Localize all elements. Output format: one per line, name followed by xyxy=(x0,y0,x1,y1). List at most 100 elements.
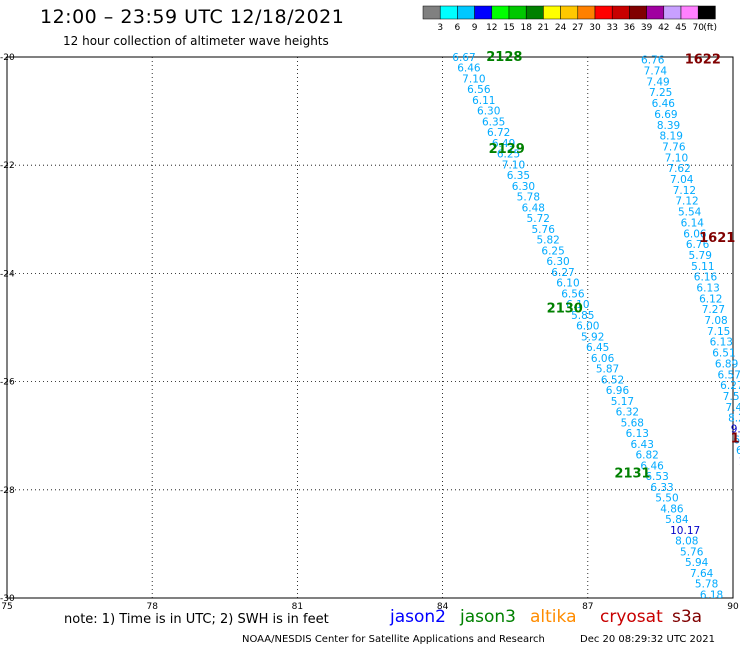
colorbar-swatch xyxy=(697,5,716,20)
x-tick-label: 81 xyxy=(292,602,303,610)
wave-height-value: 6.14 xyxy=(681,217,705,229)
wave-height-value: 7.44 xyxy=(725,402,740,414)
wave-height-chart: 75 78 81 84 87 90-20-22-24-26-28-306.676.467.… xyxy=(0,50,740,610)
wave-height-value: 6.10 xyxy=(556,278,579,290)
pass-id-label: 2128 xyxy=(486,50,522,65)
legend-jason2: jason2 xyxy=(390,607,446,627)
x-tick-label: 90 xyxy=(727,602,739,610)
wave-height-value: 6.00 xyxy=(576,321,599,333)
y-tick-label: -30 xyxy=(0,594,15,604)
pass-id-label: 2129 xyxy=(489,142,525,157)
wave-height-value: 6.33 xyxy=(650,482,673,494)
wave-height-value: 5.78 xyxy=(695,579,718,591)
colorbar-label: 18 xyxy=(520,23,532,33)
wave-height-value: 5.78 xyxy=(517,192,540,204)
legend-jason3: jason3 xyxy=(460,607,516,627)
wave-height-value: 6.13 xyxy=(696,282,719,294)
wave-height-value: 6.48 xyxy=(522,202,545,214)
wave-height-value: 6.72 xyxy=(487,127,510,139)
wave-height-value: 6.16 xyxy=(694,272,718,284)
wave-height-value: 6.82 xyxy=(635,450,658,462)
wave-height-value: 5.50 xyxy=(655,493,678,505)
wave-height-value: 6.46 xyxy=(640,460,664,472)
wave-height-value: 7.62 xyxy=(667,163,690,175)
wave-height-value: 7.76 xyxy=(662,141,686,153)
wave-height-value: 6.35 xyxy=(482,116,505,128)
pass-id-label: 2131 xyxy=(614,467,650,482)
colorbar-label: 9 xyxy=(472,23,478,33)
legend-altika: altika xyxy=(530,607,577,627)
wave-height-value: 6.06 xyxy=(683,228,707,240)
colorbar-label: 15 xyxy=(503,23,514,33)
colorbar-label: 70 xyxy=(692,23,704,33)
wave-height-value: 6.46 xyxy=(652,98,676,110)
y-tick-label: -20 xyxy=(0,53,15,63)
wave-height-value: 6.49 xyxy=(492,138,515,150)
wave-height-value: 7.04 xyxy=(670,174,694,186)
credit-line: NOAA/NESDIS Center for Satellite Applica… xyxy=(242,634,545,645)
wave-height-value: 7.64 xyxy=(690,568,714,580)
wave-height-value: 6.10 xyxy=(566,299,589,311)
wave-height-value: 6.45 xyxy=(586,342,609,354)
x-tick-label: 87 xyxy=(582,602,593,610)
wave-height-value: 6.25 xyxy=(497,149,520,161)
colorbar-label: 42 xyxy=(658,23,669,33)
y-tick-label: -28 xyxy=(0,486,15,496)
wave-height-value: 7.52 xyxy=(723,391,740,403)
wave-height-value: 7.12 xyxy=(675,196,698,208)
wave-height-value: 5.82 xyxy=(536,235,559,247)
wave-height-value: 7.10 xyxy=(665,152,688,164)
wave-height-value: 6.69 xyxy=(654,109,677,121)
wave-height-value: 8.39 xyxy=(657,120,680,132)
wave-height-value: 6.32 xyxy=(616,407,639,419)
x-tick-label: 84 xyxy=(437,602,449,610)
pass-id-label: 1 xyxy=(731,431,740,446)
colorbar-label: 6 xyxy=(455,23,461,33)
wave-height-value: 7.74 xyxy=(644,66,668,78)
pass-id-label: 1621 xyxy=(699,231,735,246)
colorbar-label: 3 xyxy=(437,23,443,33)
chart-subtitle: 12 hour collection of altimeter wave hei… xyxy=(63,34,329,48)
wave-height-value: 5.76 xyxy=(680,546,704,558)
wave-height-value: 10.17 xyxy=(670,525,700,537)
colorbar-unit: (ft) xyxy=(703,23,717,33)
wave-height-value: 6.30 xyxy=(477,106,500,118)
y-tick-label: -22 xyxy=(0,161,15,171)
legend-s3a: s3a xyxy=(672,607,703,627)
wave-height-value: 5.17 xyxy=(611,396,634,408)
wave-height-value: 6.89 xyxy=(715,358,738,370)
chart-title: 12:00 – 23:59 UTC 12/18/2021 xyxy=(40,6,345,28)
wave-height-value: 5.87 xyxy=(596,364,619,376)
wave-height-value: 6.51 xyxy=(712,348,735,360)
wave-height-value: 5.68 xyxy=(621,417,644,429)
wave-height-value: 6.56 xyxy=(467,84,491,96)
wave-height-value: 7.25 xyxy=(649,87,672,99)
wave-height-value: 6.12 xyxy=(699,293,722,305)
wave-height-value: 6.76 xyxy=(641,55,665,67)
wave-height-value: 6.76 xyxy=(686,239,710,251)
wave-height-value: 7.49 xyxy=(646,76,669,88)
wave-height-value: 5.94 xyxy=(685,557,709,569)
wave-height-value: 6.43 xyxy=(631,439,654,451)
wave-height-value: 8.08 xyxy=(675,536,698,548)
wave-height-value: 6.30 xyxy=(546,256,569,268)
wave-height-value: 9.10 xyxy=(731,424,740,436)
wave-height-value: 8.29 xyxy=(728,413,740,425)
wave-height-value: 7.08 xyxy=(704,315,727,327)
wave-height-value: 5.92 xyxy=(581,331,604,343)
legend-cryosat: cryosat xyxy=(600,607,663,627)
wave-height-value: 6.46 xyxy=(457,63,481,75)
wave-height-value: 6.52 xyxy=(601,374,624,386)
wave-height-value: 5.76 xyxy=(532,224,556,236)
footer-note: note: 1) Time is in UTC; 2) SWH is in fe… xyxy=(64,612,329,627)
wave-height-value: 4.86 xyxy=(660,503,684,515)
colorbar-label: 30 xyxy=(589,23,601,33)
colorbar-label: 24 xyxy=(555,23,567,33)
colorbar-label: 33 xyxy=(606,23,617,33)
colorbar-label: 36 xyxy=(624,23,636,33)
wave-height-value: 6.30 xyxy=(736,445,740,457)
colorbar-label: 39 xyxy=(641,23,653,33)
wave-height-value: 6.57 xyxy=(718,369,740,381)
wave-height-value: 7.10 xyxy=(502,159,525,171)
wave-height-value: 6.14 xyxy=(733,434,740,446)
